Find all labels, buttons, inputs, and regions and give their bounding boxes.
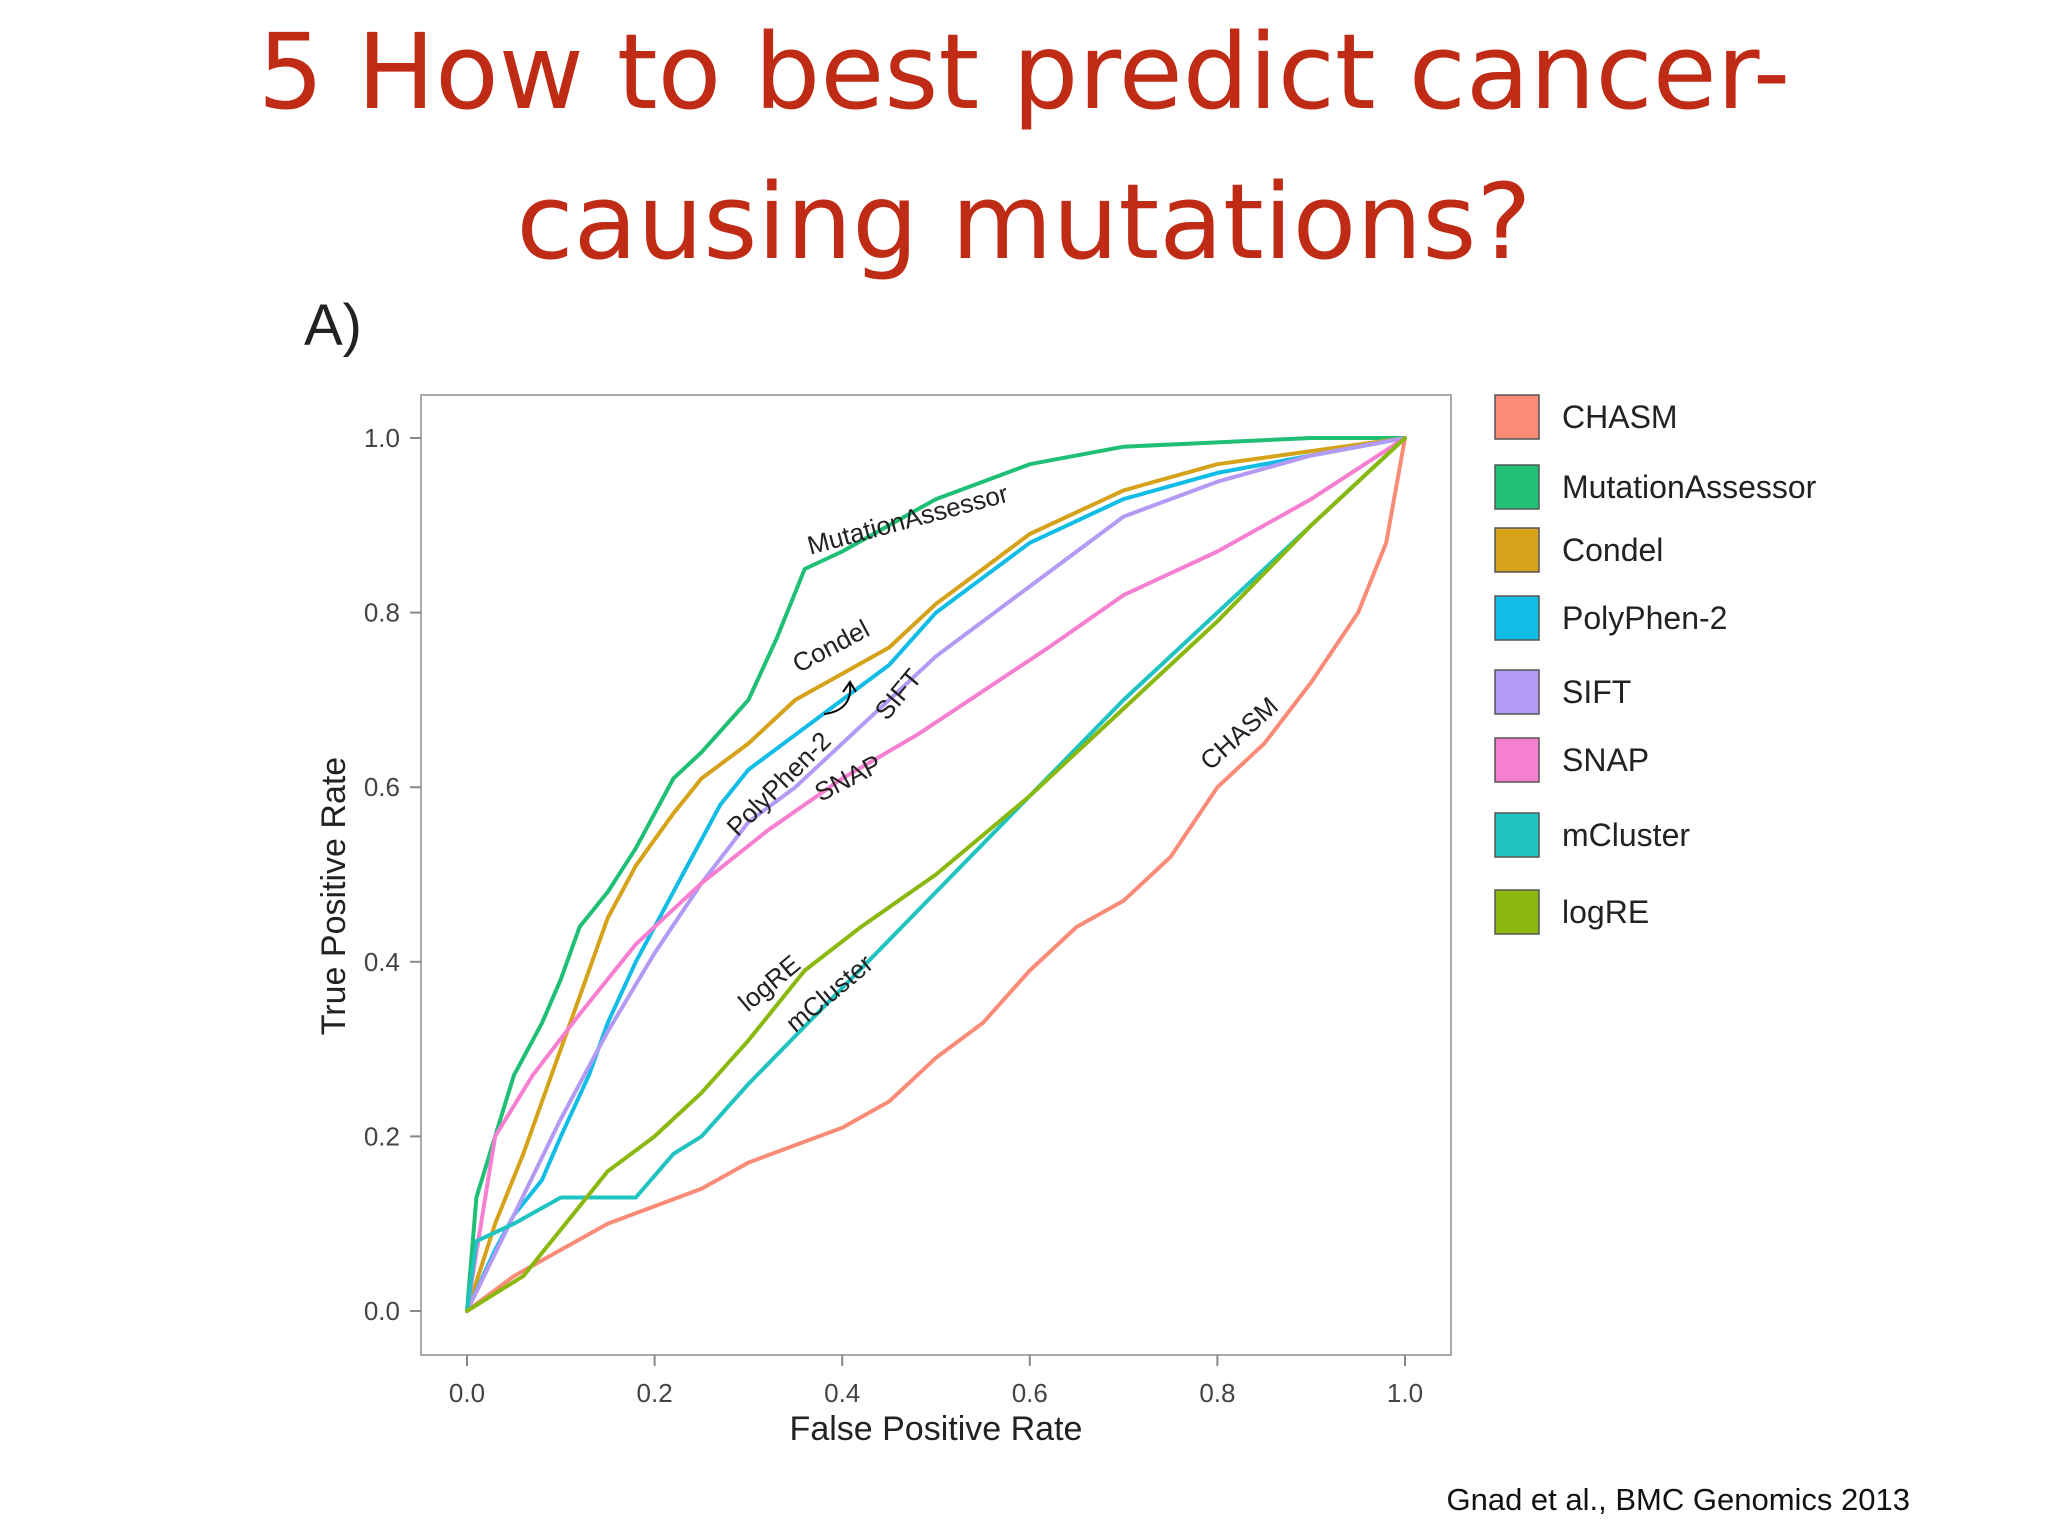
series-line-logre: [465, 436, 1407, 1313]
curve-label: Condel: [787, 613, 874, 678]
series-line-polyphen-2: [465, 436, 1407, 1313]
x-tick-label: 0.4: [824, 1378, 860, 1408]
slide-title-line-2: causing mutations?: [516, 161, 1532, 283]
legend-swatch: [1494, 737, 1540, 783]
legend-label: logRE: [1562, 894, 1649, 930]
y-tick-label: 0.8: [364, 598, 400, 628]
curve-label: MutationAssessor: [804, 478, 1012, 561]
legend-swatch: [1494, 595, 1540, 641]
y-tick-label: 1.0: [364, 423, 400, 453]
legend-swatch: [1494, 669, 1540, 715]
legend-label: mCluster: [1562, 817, 1690, 853]
series-line-snap: [465, 436, 1407, 1313]
x-tick-label: 0.2: [637, 1378, 673, 1408]
legend-swatch: [1494, 464, 1540, 510]
legend-swatch: [1494, 394, 1540, 440]
x-tick-label: 0.6: [1012, 1378, 1048, 1408]
curves: [465, 436, 1407, 1313]
x-tick-label: 1.0: [1387, 1378, 1423, 1408]
x-tick-label: 0.0: [449, 1378, 485, 1408]
series-line-condel: [465, 436, 1407, 1313]
legend-label: SNAP: [1562, 742, 1649, 778]
plot-frame: [420, 394, 1452, 1356]
polyphen-pointer-arrowhead: [842, 680, 857, 693]
series-line-sift: [465, 436, 1407, 1313]
legend-swatch: [1494, 812, 1540, 858]
legend: CHASM MutationAssessor Condel PolyPhen-2 SIF…: [1494, 394, 1817, 935]
polyphen-pointer-arrow: [823, 683, 852, 715]
x-axis-label: False Positive Rate: [790, 1410, 1083, 1448]
legend-swatch: [1494, 889, 1540, 935]
series-line-mutationassessor: [465, 436, 1407, 1313]
legend-swatch: [1494, 527, 1540, 573]
y-tick-label: 0.4: [364, 947, 400, 977]
y-tick-label: 0.0: [364, 1296, 400, 1326]
y-axis: 0.0 0.2 0.4 0.6 0.8 1.0: [364, 423, 421, 1326]
legend-label: PolyPhen-2: [1562, 600, 1727, 636]
legend-label: Condel: [1562, 532, 1663, 568]
legend-label: CHASM: [1562, 399, 1678, 435]
x-tick-label: 0.8: [1199, 1378, 1235, 1408]
legend-label: MutationAssessor: [1562, 469, 1817, 505]
series-line-mcluster: [465, 436, 1407, 1313]
y-tick-label: 0.6: [364, 772, 400, 802]
y-axis-label: True Positive Rate: [315, 757, 353, 1035]
legend-label: SIFT: [1562, 674, 1631, 710]
citation: Gnad et al., BMC Genomics 2013: [1446, 1482, 1910, 1517]
series-line-chasm: [465, 436, 1407, 1313]
slide-title-line-1: 5 How to best predict cancer-: [257, 11, 1791, 133]
panel-label: A): [304, 293, 362, 358]
x-axis: 0.0 0.2 0.4 0.6 0.8 1.0: [449, 1355, 1423, 1408]
y-tick-label: 0.2: [364, 1121, 400, 1151]
